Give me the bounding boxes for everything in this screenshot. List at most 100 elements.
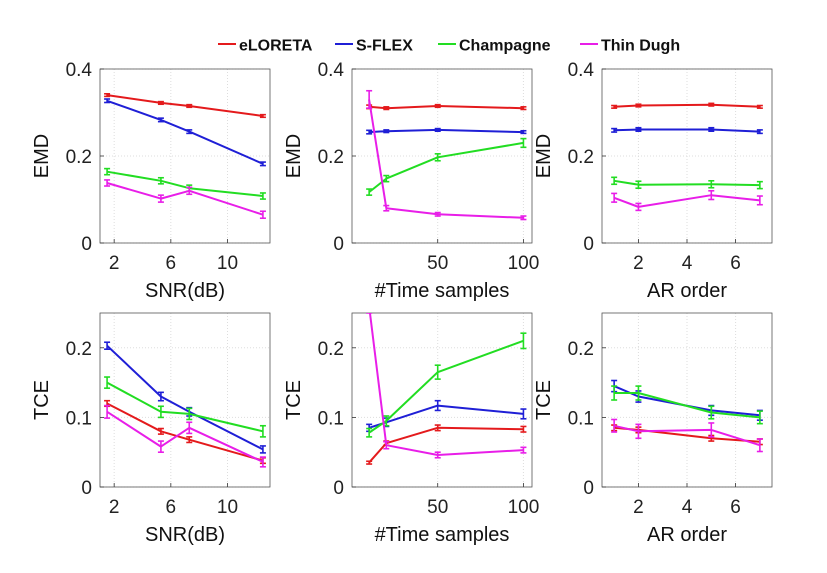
x-axis-label: #Time samples: [375, 280, 510, 302]
data-point: [434, 103, 441, 109]
y-tick-label: 0.2: [66, 339, 92, 360]
data-point: [434, 364, 441, 380]
x-tick-label: 2: [633, 497, 644, 518]
series-2: [104, 167, 266, 200]
data-point: [259, 192, 266, 200]
data-point: [259, 445, 266, 454]
chart-panel-2: 2 4 6 0 0.2 0.4 AR order EMD: [533, 60, 773, 302]
y-axis-label: EMD: [533, 134, 555, 178]
data-point: [366, 460, 373, 465]
data-point: [708, 422, 715, 438]
chart-panel-3: 2 6 10 0 0.1 0.2 SNR(dB) TCE: [31, 312, 271, 546]
series-group: [366, 313, 527, 465]
data-point: [259, 113, 266, 119]
y-tick-label: 0: [81, 478, 92, 499]
x-tick-label: 10: [217, 497, 238, 518]
plot-area: [100, 313, 270, 487]
series-1: [611, 126, 763, 135]
series-1: [366, 127, 527, 135]
data-point: [520, 446, 527, 454]
data-point: [104, 98, 111, 104]
data-point: [157, 405, 164, 419]
y-tick-label: 0.1: [568, 408, 594, 429]
legend-label-2: Champagne: [459, 38, 551, 55]
data-point: [366, 89, 373, 109]
chart-panel-0: 2 6 10 0 0.2 0.4 SNR(dB) EMD: [31, 60, 271, 302]
axis-box: [99, 312, 271, 488]
chart-panel-4: 50 100 0 0.1 0.2 #Time samples TCE: [283, 312, 539, 546]
data-point: [520, 332, 527, 350]
series-group: [104, 92, 266, 220]
x-tick-label: 100: [508, 253, 540, 274]
y-tick-label: 0: [81, 234, 92, 255]
data-point: [520, 129, 527, 135]
series-line: [614, 103, 760, 108]
data-point: [383, 174, 390, 183]
data-point: [259, 456, 266, 468]
x-tick-label: 4: [682, 497, 693, 518]
data-point: [104, 92, 111, 98]
data-point: [104, 167, 111, 176]
x-tick-label: 6: [166, 497, 177, 518]
data-point: [259, 161, 266, 167]
data-point: [635, 423, 642, 440]
data-point: [186, 129, 193, 135]
series-line: [613, 194, 761, 208]
data-point: [366, 427, 373, 438]
series-group: [366, 89, 527, 221]
data-point: [611, 176, 618, 186]
data-point: [434, 211, 441, 217]
series-line: [368, 339, 524, 434]
series-2: [104, 376, 266, 438]
data-point: [186, 421, 193, 435]
series-3: [611, 190, 763, 212]
legend-label-3: Thin Dugh: [601, 38, 680, 55]
series-3: [366, 89, 527, 221]
data-point: [635, 180, 642, 189]
series-line: [368, 313, 524, 456]
x-axis-label: #Time samples: [375, 524, 510, 546]
data-point: [520, 215, 527, 221]
data-point: [708, 190, 715, 201]
data-point: [366, 188, 373, 196]
data-point: [611, 192, 618, 203]
data-point: [104, 341, 111, 350]
data-point: [708, 179, 715, 189]
series-0: [104, 92, 266, 119]
series-line: [106, 344, 264, 451]
legend-label-1: S-FLEX: [356, 38, 413, 55]
y-tick-label: 0.2: [568, 147, 594, 168]
data-point: [756, 129, 763, 135]
x-axis-label: AR order: [647, 280, 727, 302]
series-group: [611, 102, 763, 212]
data-point: [104, 376, 111, 389]
x-tick-label: 6: [730, 497, 741, 518]
series-group: [104, 341, 266, 468]
data-point: [186, 186, 193, 196]
data-point: [104, 404, 111, 419]
series-line: [614, 128, 760, 133]
data-point: [756, 195, 763, 206]
data-point: [383, 106, 390, 111]
x-tick-label: 6: [730, 253, 741, 274]
series-line: [368, 141, 524, 193]
plot-area: [352, 313, 532, 487]
x-axis-label: AR order: [647, 524, 727, 546]
series-line: [368, 404, 524, 429]
series-line: [106, 410, 264, 463]
y-tick-label: 0.4: [66, 60, 93, 81]
x-tick-label: 2: [109, 253, 120, 274]
x-axis-label: SNR(dB): [145, 280, 225, 302]
data-point: [434, 153, 441, 162]
y-tick-label: 0: [583, 234, 594, 255]
data-point: [259, 424, 266, 438]
series-line: [368, 99, 524, 219]
chart-panel-1: 50 100 0 0.2 0.4 #Time samples EMD: [283, 60, 539, 302]
x-tick-label: 6: [166, 253, 177, 274]
data-point: [157, 440, 164, 454]
data-point: [434, 399, 441, 412]
data-point: [756, 104, 763, 109]
series-2: [611, 176, 763, 190]
series-line: [106, 381, 264, 433]
series-line: [368, 426, 524, 464]
